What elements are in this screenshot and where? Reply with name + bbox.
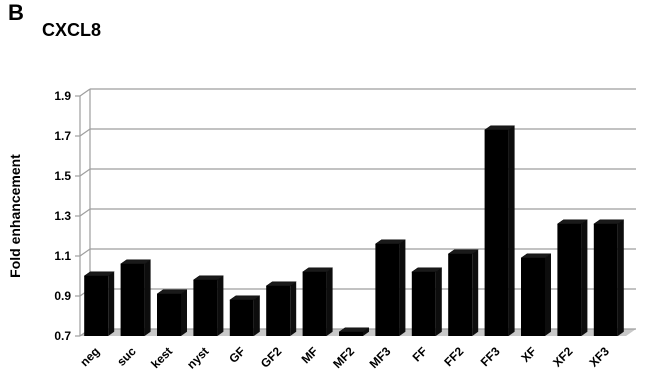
x-tick-label: FF3 <box>478 344 503 369</box>
y-tick-label: 0.9 <box>54 289 71 303</box>
bar-front <box>593 224 618 336</box>
bar-XF <box>520 253 552 336</box>
bar-side <box>181 289 187 336</box>
bar-side <box>581 219 588 336</box>
gridline-wall <box>79 208 91 217</box>
bar-front <box>557 224 582 336</box>
x-tick-label: MF <box>299 344 321 366</box>
y-tick-label: 1.9 <box>54 89 71 103</box>
x-tick-label: XF3 <box>586 344 612 370</box>
x-tick-label: FF <box>410 344 430 364</box>
bar-kest <box>156 289 188 336</box>
bar-side <box>399 239 406 336</box>
x-tick-label: GF <box>226 344 248 366</box>
bar-front <box>229 300 254 336</box>
y-tick-label: 1.7 <box>54 129 71 143</box>
bar-XF3 <box>593 219 625 336</box>
bar-front <box>411 272 436 336</box>
bar-FF <box>411 267 443 336</box>
x-tick-label: MF2 <box>330 344 357 371</box>
bar-side <box>217 275 224 336</box>
bar-front <box>157 294 181 336</box>
y-tick-label: 1.3 <box>54 209 71 223</box>
x-tick-label: neg <box>77 344 102 369</box>
bar-front <box>193 280 218 336</box>
bar-MF3 <box>374 239 407 336</box>
x-tick-label: MF3 <box>367 344 394 371</box>
gridline-wall <box>79 248 91 257</box>
bar-side <box>326 267 333 336</box>
panel-letter: B <box>8 0 24 25</box>
bar-front <box>521 258 545 336</box>
bar-FF3 <box>483 125 516 336</box>
bar-side <box>108 271 115 336</box>
bar-side <box>253 295 260 336</box>
bar-side <box>508 125 515 336</box>
bar-front <box>266 286 291 336</box>
bar-MF2 <box>338 327 370 336</box>
x-tick-label: nyst <box>184 344 211 371</box>
y-tick-label: 1.1 <box>54 249 71 263</box>
bar-front <box>120 264 145 336</box>
bar-side <box>472 249 479 336</box>
gridline-wall <box>79 128 91 137</box>
bar-XF2 <box>556 219 589 336</box>
x-tick-label: XF <box>518 344 539 365</box>
bar-side <box>144 259 151 336</box>
gridline-wall <box>79 88 91 97</box>
gridline-wall <box>79 168 91 177</box>
bar-front <box>84 276 109 336</box>
bar-front <box>448 254 473 336</box>
bar-FF2 <box>447 249 479 336</box>
y-axis-title: Fold enhancement <box>7 154 23 278</box>
x-tick-label: kest <box>148 344 175 371</box>
x-tick-label: FF2 <box>441 344 466 369</box>
bar-front <box>375 244 400 336</box>
bar-side <box>363 327 369 336</box>
bar-front <box>302 272 327 336</box>
bar-front <box>339 332 363 336</box>
bar-MF <box>301 267 334 336</box>
x-tick-labels: neg suc kest nyst GF GF2 MF MF2 MF3 FF FF2 FF3 XF XF2… <box>77 344 612 372</box>
bars <box>83 125 625 336</box>
y-tick-label: 1.5 <box>54 169 71 183</box>
bar-suc <box>119 259 152 336</box>
bar-GF2 <box>265 281 297 336</box>
y-tick-labels: 0.7 0.9 1.1 1.3 1.5 1.7 1.9 <box>54 89 71 343</box>
bar-GF <box>229 295 261 336</box>
bar-side <box>290 281 297 336</box>
bar-side <box>545 253 551 336</box>
bar-front <box>484 130 509 336</box>
bar-neg <box>83 271 115 336</box>
bar-side <box>435 267 442 336</box>
y-tick-label: 0.7 <box>54 329 71 343</box>
bar-side <box>617 219 624 336</box>
bar-nyst <box>192 275 225 336</box>
x-tick-label: suc <box>114 344 139 369</box>
x-tick-label: GF2 <box>258 344 285 371</box>
x-tick-label: XF2 <box>550 344 576 370</box>
chart-title: CXCL8 <box>42 20 102 40</box>
